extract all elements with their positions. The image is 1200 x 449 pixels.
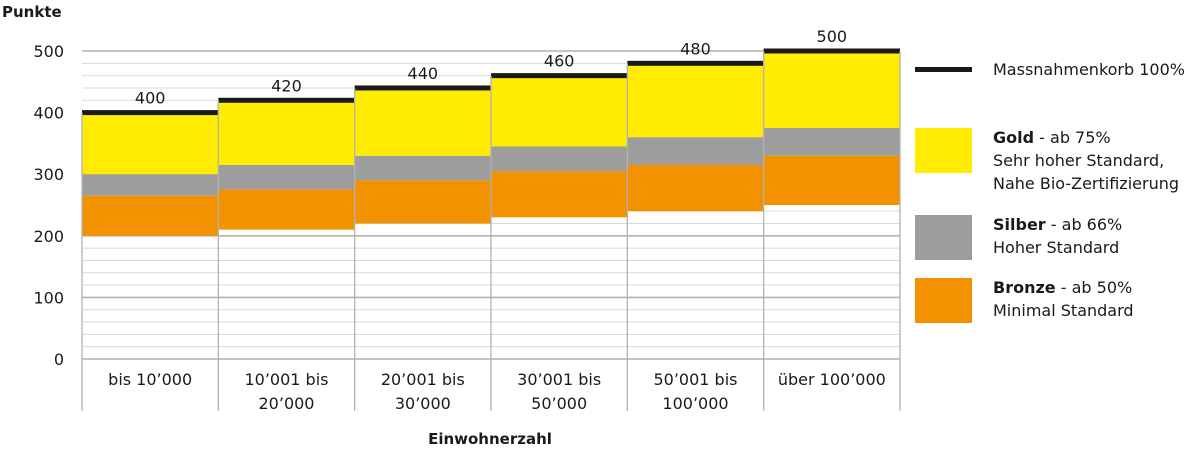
bar-bronze-5 (627, 164, 764, 212)
total-line-2 (218, 97, 355, 103)
bars: 400 420 440 460 480 500 (82, 27, 900, 236)
y-tick-label: 300 (33, 165, 64, 184)
bar-gold-2 (218, 100, 355, 165)
legend-label-total: Massnahmenkorb 100% (993, 60, 1185, 79)
y-tick-label: 0 (54, 350, 64, 369)
x-axis-categories: bis 10’000 10’001 bis 20’000 20’001 bis 30’0… (81, 51, 901, 413)
bar-gold-4 (491, 75, 628, 147)
value-label-4: 460 (544, 52, 575, 71)
bar-silber-2 (218, 164, 355, 190)
bar-gold-3 (354, 87, 491, 156)
bar-silber-3 (354, 155, 491, 181)
x-category-label-2: 10’001 bis (244, 370, 328, 389)
total-line-6 (763, 48, 900, 54)
y-axis-ticks: 0 100 200 300 400 500 (33, 42, 64, 369)
legend-swatch-bronze (915, 278, 972, 323)
x-axis-title: Einwohnerzahl (428, 430, 552, 448)
x-category-label-5: 100’000 (662, 394, 728, 413)
total-line-1 (82, 110, 219, 116)
legend-swatch-silber (915, 215, 972, 260)
bar-silber-4 (491, 146, 628, 172)
total-line-5 (627, 60, 764, 66)
x-category-label-6: über 100’000 (778, 370, 886, 389)
total-line-3 (354, 85, 491, 91)
bar-gold-1 (82, 112, 219, 175)
legend-swatch-gold (915, 128, 972, 173)
x-category-label-2: 20’000 (259, 394, 315, 413)
x-category-label-4: 30’001 bis (517, 370, 601, 389)
bar-silber-1 (82, 174, 219, 196)
value-label-1: 400 (135, 89, 166, 108)
x-category-label-5: 50’001 bis (653, 370, 737, 389)
value-label-6: 500 (817, 27, 848, 46)
legend-swatch-total (915, 67, 972, 72)
y-axis-title: Punkte (2, 3, 62, 21)
x-category-label-1: bis 10’000 (108, 370, 192, 389)
bar-bronze-4 (491, 171, 628, 218)
y-tick-label: 100 (33, 288, 64, 307)
bar-silber-5 (627, 137, 764, 165)
legend-label-silber: Silber - ab 66% Hoher Standard (993, 215, 1123, 257)
y-tick-label: 500 (33, 42, 64, 61)
bar-bronze-2 (218, 189, 355, 230)
bar-bronze-1 (82, 195, 219, 236)
legend-label-gold: Gold - ab 75% Sehr hoher Standard, Nahe Bi… (993, 128, 1180, 193)
y-tick-label: 400 (33, 104, 64, 123)
x-category-label-3: 20’001 bis (381, 370, 465, 389)
legend-label-bronze: Bronze - ab 50% Minimal Standard (993, 278, 1134, 320)
bar-gold-5 (627, 63, 764, 138)
bar-gold-6 (763, 51, 900, 128)
x-category-label-3: 30’000 (395, 394, 451, 413)
bar-bronze-3 (354, 180, 491, 224)
value-label-3: 440 (408, 64, 439, 83)
bar-bronze-6 (763, 155, 900, 205)
total-line-4 (491, 73, 628, 79)
x-category-label-4: 50’000 (531, 394, 587, 413)
value-label-5: 480 (680, 39, 711, 58)
y-tick-label: 200 (33, 227, 64, 246)
bar-silber-6 (763, 128, 900, 156)
value-label-2: 420 (271, 76, 302, 95)
